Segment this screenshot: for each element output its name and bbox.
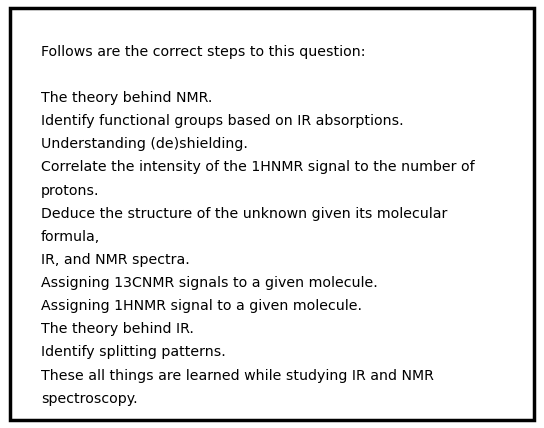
Text: Correlate the intensity of the 1HNMR signal to the number of: Correlate the intensity of the 1HNMR sig…	[41, 160, 474, 175]
Text: protons.: protons.	[41, 184, 100, 198]
Text: spectroscopy.: spectroscopy.	[41, 392, 138, 406]
FancyBboxPatch shape	[10, 8, 534, 420]
Text: formula,: formula,	[41, 230, 100, 244]
Text: IR, and NMR spectra.: IR, and NMR spectra.	[41, 253, 189, 267]
Text: Identify functional groups based on IR absorptions.: Identify functional groups based on IR a…	[41, 114, 404, 128]
Text: These all things are learned while studying IR and NMR: These all things are learned while study…	[41, 369, 434, 383]
Text: Follows are the correct steps to this question:: Follows are the correct steps to this qu…	[41, 45, 366, 59]
Text: The theory behind IR.: The theory behind IR.	[41, 322, 194, 336]
Text: Assigning 1HNMR signal to a given molecule.: Assigning 1HNMR signal to a given molecu…	[41, 299, 362, 313]
Text: The theory behind NMR.: The theory behind NMR.	[41, 91, 212, 105]
Text: Understanding (de)shielding.: Understanding (de)shielding.	[41, 137, 248, 152]
Text: Identify splitting patterns.: Identify splitting patterns.	[41, 345, 226, 360]
Text: Deduce the structure of the unknown given its molecular: Deduce the structure of the unknown give…	[41, 207, 447, 221]
Text: Assigning 13CNMR signals to a given molecule.: Assigning 13CNMR signals to a given mole…	[41, 276, 378, 290]
